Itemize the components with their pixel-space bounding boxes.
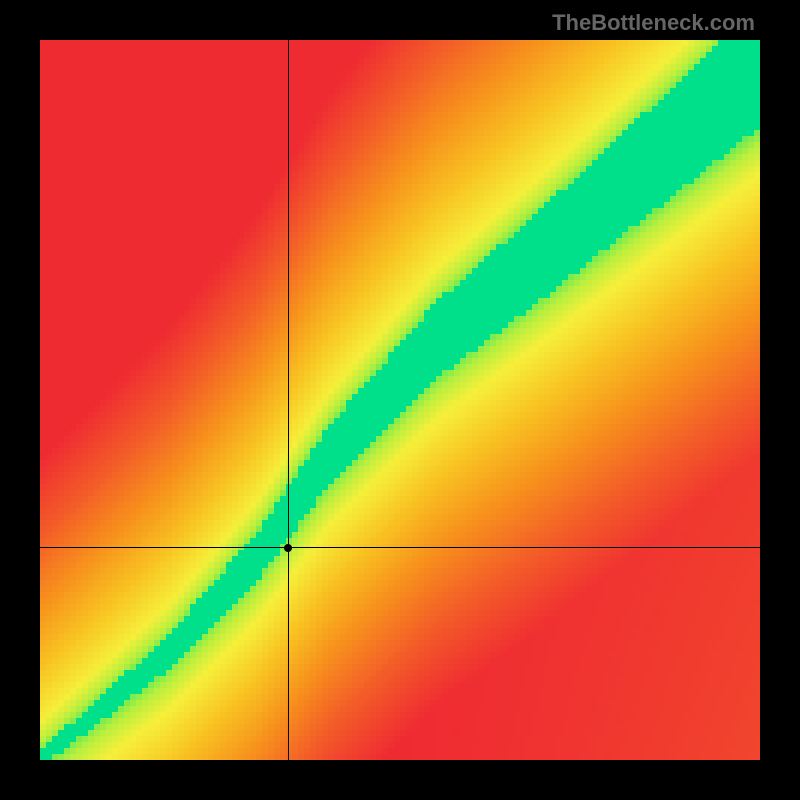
crosshair-vertical xyxy=(288,40,289,760)
crosshair-point xyxy=(284,544,292,552)
chart-container: TheBottleneck.com xyxy=(0,0,800,800)
crosshair-horizontal xyxy=(40,547,760,548)
watermark-text: TheBottleneck.com xyxy=(552,10,755,36)
bottleneck-heatmap xyxy=(40,40,760,760)
